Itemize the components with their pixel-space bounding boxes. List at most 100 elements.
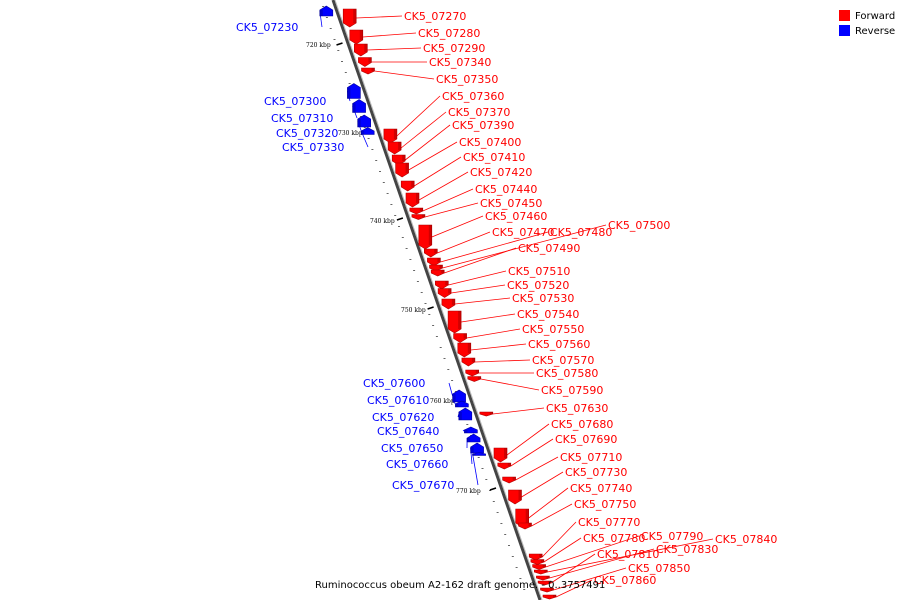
gene-label-ck5_07650[interactable]: CK5_07650 [381,442,443,455]
gene-feature-ck5_07330[interactable] [360,127,375,135]
gene-feature-ck5_07270[interactable] [342,8,357,28]
gene-feature-ck5_07450[interactable] [411,214,426,220]
gene-feature-ck5_07830[interactable] [536,575,550,581]
gene-feature-ck5_07280[interactable] [349,29,364,45]
gene-label-ck5_07580[interactable]: CK5_07580 [536,367,598,380]
gene-label-ck5_07310[interactable]: CK5_07310 [271,112,333,125]
gene-label-ck5_07510[interactable]: CK5_07510 [508,265,570,278]
gene-feature-ck5_07620[interactable] [458,407,473,421]
gene-feature-ck5_07590[interactable] [467,376,482,382]
gene-feature-ck5_07840[interactable] [533,569,548,575]
gene-feature-ck5_07500[interactable] [429,264,443,272]
gene-label-ck5_07830[interactable]: CK5_07830 [656,543,718,556]
gene-feature-ck5_07410[interactable] [400,180,415,192]
gene-feature-ck5_07640[interactable] [464,426,478,434]
gene-feature-ck5_07350[interactable] [361,67,375,75]
gene-label-ck5_07810[interactable]: CK5_07810 [597,548,659,561]
gene-feature-ck5_07610[interactable] [455,400,469,408]
gene-feature-ck5_07580[interactable] [465,369,480,377]
gene-label-ck5_07440[interactable]: CK5_07440 [475,183,537,196]
gene-label-ck5_07750[interactable]: CK5_07750 [574,498,636,511]
gene-label-ck5_07730[interactable]: CK5_07730 [565,466,627,479]
gene-label-ck5_07630[interactable]: CK5_07630 [546,402,608,415]
gene-feature-ck5_07680[interactable] [493,447,508,463]
gene-feature-ck5_07490[interactable] [430,269,445,277]
gene-label-ck5_07680[interactable]: CK5_07680 [551,418,613,431]
gene-label-ck5_07330[interactable]: CK5_07330 [282,141,344,154]
gene-label-ck5_07740[interactable]: CK5_07740 [570,482,632,495]
gene-feature-ck5_07530[interactable] [441,298,456,310]
gene-label-ck5_07460[interactable]: CK5_07460 [485,210,547,223]
gene-label-ck5_07480[interactable]: CK5_07480 [550,226,612,239]
gene-label-ck5_07620[interactable]: CK5_07620 [372,411,434,424]
gene-feature-ck5_07290[interactable] [353,43,368,57]
gene-feature-ck5_07470[interactable] [423,248,438,258]
gene-label-ck5_07230[interactable]: CK5_07230 [236,21,298,34]
gene-label-ck5_07370[interactable]: CK5_07370 [448,106,510,119]
gene-feature-ck5_07370[interactable] [387,141,402,155]
gene-feature-ck5_07460[interactable] [418,224,433,250]
gene-label-ck5_07530[interactable]: CK5_07530 [512,292,574,305]
gene-feature-ck5_07550[interactable] [453,333,467,343]
gene-feature-ck5_07360[interactable] [383,128,398,144]
gene-feature-ck5_07630[interactable] [479,411,494,417]
gene-label-ck5_07390[interactable]: CK5_07390 [452,119,514,132]
gene-label-ck5_07350[interactable]: CK5_07350 [436,73,498,86]
gene-label-ck5_07280[interactable]: CK5_07280 [418,27,480,40]
gene-feature-ck5_07860[interactable] [542,594,557,600]
gene-label-ck5_07520[interactable]: CK5_07520 [507,279,569,292]
gene-feature-ck5_07750[interactable] [518,522,532,530]
gene-feature-ck5_07790[interactable] [532,564,546,570]
gene-feature-ck5_07440[interactable] [409,207,424,215]
gene-feature-ck5_07310[interactable] [352,99,366,113]
gene-label-ck5_07540[interactable]: CK5_07540 [517,308,579,321]
gene-label-ck5_07670[interactable]: CK5_07670 [392,479,454,492]
gene-label-ck5_07500[interactable]: CK5_07500 [608,219,670,232]
gene-label-ck5_07300[interactable]: CK5_07300 [264,95,326,108]
gene-label-ck5_07410[interactable]: CK5_07410 [463,151,525,164]
gene-label-ck5_07770[interactable]: CK5_07770 [578,516,640,529]
gene-label-ck5_07860[interactable]: CK5_07860 [594,574,656,587]
gene-feature-ck5_07520[interactable] [437,288,452,298]
gene-label-ck5_07610[interactable]: CK5_07610 [367,394,429,407]
gene-feature-ck5_07480[interactable] [427,257,441,267]
gene-label-ck5_07790[interactable]: CK5_07790 [641,530,703,543]
gene-label-ck5_07710[interactable]: CK5_07710 [560,451,622,464]
gene-feature-ck5_07850[interactable] [540,587,554,593]
gene-label-ck5_07640[interactable]: CK5_07640 [377,425,439,438]
gene-feature-ck5_07420[interactable] [405,192,420,208]
gene-label-ck5_07360[interactable]: CK5_07360 [442,90,504,103]
gene-label-ck5_07590[interactable]: CK5_07590 [541,384,603,397]
gene-feature-ck5_07300[interactable] [347,83,361,99]
gene-label-ck5_07780[interactable]: CK5_07780 [583,532,645,545]
gene-label-ck5_07490[interactable]: CK5_07490 [518,242,580,255]
gene-feature-ck5_07770[interactable] [528,553,543,561]
gene-label-ck5_07470[interactable]: CK5_07470 [492,226,554,239]
gene-label-ck5_07400[interactable]: CK5_07400 [459,136,521,149]
gene-feature-ck5_07650[interactable] [466,433,481,443]
gene-label-ck5_07340[interactable]: CK5_07340 [429,56,491,69]
gene-label-ck5_07320[interactable]: CK5_07320 [276,127,338,140]
gene-label-ck5_07450[interactable]: CK5_07450 [480,197,542,210]
gene-label-ck5_07570[interactable]: CK5_07570 [532,354,594,367]
gene-feature-ck5_07690[interactable] [497,462,512,470]
gene-feature-ck5_07730[interactable] [508,489,522,505]
gene-label-ck5_07690[interactable]: CK5_07690 [555,433,617,446]
gene-label-ck5_07840[interactable]: CK5_07840 [715,533,777,546]
gene-label-ck5_07560[interactable]: CK5_07560 [528,338,590,351]
gene-label-ck5_07660[interactable]: CK5_07660 [386,458,448,471]
gene-feature-ck5_07670[interactable] [472,452,486,456]
gene-feature-ck5_07540[interactable] [447,310,462,334]
gene-feature-ck5_07560[interactable] [457,342,472,358]
gene-feature-ck5_07780[interactable] [530,559,545,565]
gene-feature-ck5_07510[interactable] [434,280,449,290]
gene-label-ck5_07600[interactable]: CK5_07600 [363,377,425,390]
gene-label-ck5_07420[interactable]: CK5_07420 [470,166,532,179]
gene-feature-ck5_07810[interactable] [537,580,552,586]
gene-label-ck5_07290[interactable]: CK5_07290 [423,42,485,55]
gene-label-ck5_07850[interactable]: CK5_07850 [628,562,690,575]
gene-feature-ck5_07710[interactable] [502,476,516,484]
gene-label-ck5_07270[interactable]: CK5_07270 [404,10,466,23]
gene-feature-ck5_07230[interactable] [319,5,334,17]
gene-feature-ck5_07570[interactable] [461,357,476,367]
